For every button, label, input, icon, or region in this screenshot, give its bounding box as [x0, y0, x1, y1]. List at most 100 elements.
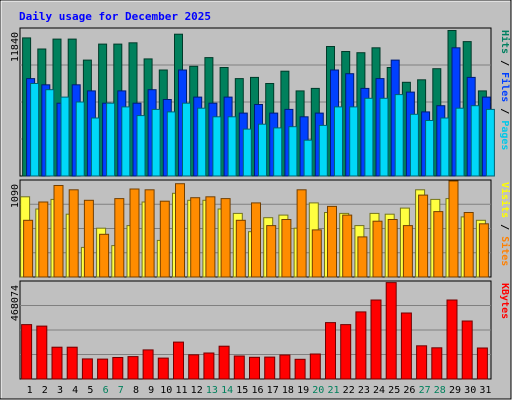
- y-max-label-visits-sites: 1090: [10, 184, 21, 208]
- panel-hits-files-pages: 11840 Hits / Files / Pages: [10, 27, 511, 177]
- x-tick-label-day-7: 7: [118, 385, 124, 396]
- legend-part: Hits: [499, 30, 511, 54]
- bar-kbytes-day-22: [340, 324, 352, 380]
- bar-pages-day-26: [409, 113, 419, 177]
- bar-pages-day-14: [227, 116, 237, 177]
- bar-kbytes-day-27: [416, 345, 428, 380]
- bar-pages-day-31: [485, 108, 495, 177]
- bar-sites-day-29: [448, 180, 459, 278]
- bar-kbytes-day-14: [218, 345, 230, 380]
- bar-kbytes-day-20: [309, 353, 321, 380]
- bar-sites-day-3: [53, 185, 64, 278]
- bar-kbytes-day-21: [325, 322, 336, 380]
- bar-sites-day-26: [402, 225, 413, 278]
- x-tick-label-day-3: 3: [57, 385, 63, 396]
- legend-part: /: [499, 102, 510, 120]
- bar-pages-day-24: [379, 97, 389, 177]
- bar-sites-day-13: [205, 196, 216, 278]
- bar-pages-day-27: [425, 120, 435, 177]
- bar-kbytes-day-26: [400, 312, 412, 380]
- x-tick-label-day-14: 14: [221, 385, 233, 396]
- bar-kbytes-day-1: [21, 324, 33, 380]
- series-sites: [23, 180, 489, 278]
- bar-kbytes-day-17: [264, 356, 276, 380]
- bar-pages-day-23: [364, 97, 374, 177]
- x-tick-label-day-20: 20: [312, 385, 324, 396]
- bar-sites-day-5: [83, 199, 94, 278]
- series-kbytes: [21, 282, 488, 380]
- legend-part: KBytes: [499, 283, 510, 319]
- y-max-label-hits-files-pages: 11840: [10, 32, 21, 62]
- bar-sites-day-20: [311, 229, 322, 278]
- bar-sites-day-10: [159, 200, 170, 278]
- bar-sites-day-14: [220, 198, 231, 278]
- x-tick-label-day-30: 30: [464, 385, 476, 396]
- x-axis: 1 2 3 4 5 6 7 8 9 10 11 12 13 14 15 16 17 18 19 20 21 22 23 24 2…: [27, 385, 492, 396]
- legend-part: Pages: [499, 120, 510, 150]
- bar-sites-day-15: [235, 219, 246, 278]
- bar-pages-day-22: [349, 106, 359, 177]
- x-tick-label-day-12: 12: [191, 385, 203, 396]
- bar-kbytes-day-18: [279, 354, 291, 380]
- legend-kbytes: KBytes: [499, 283, 510, 319]
- bar-kbytes-day-16: [249, 356, 260, 380]
- bar-kbytes-day-5: [81, 358, 93, 380]
- bar-sites-day-28: [433, 211, 444, 278]
- panel-visits-sites: 1090 Visits / Sites: [10, 179, 511, 278]
- bar-kbytes-day-31: [476, 347, 488, 380]
- bar-pages-day-15: [242, 128, 252, 177]
- bar-pages-day-13: [212, 116, 222, 177]
- x-tick-label-day-5: 5: [87, 385, 93, 396]
- bar-sites-day-16: [251, 202, 261, 278]
- bar-kbytes-day-19: [294, 358, 306, 380]
- x-tick-label-day-17: 17: [267, 385, 279, 396]
- series-pages: [30, 83, 495, 177]
- x-tick-label-day-24: 24: [373, 385, 385, 396]
- bar-sites-day-9: [144, 189, 155, 278]
- bar-sites-day-7: [114, 198, 125, 278]
- bar-sites-day-18: [281, 219, 292, 278]
- bar-pages-day-5: [90, 117, 100, 177]
- bar-kbytes-day-11: [173, 341, 184, 380]
- bar-pages-day-30: [470, 105, 480, 177]
- bar-pages-day-8: [136, 115, 146, 177]
- x-tick-label-day-11: 11: [175, 385, 187, 396]
- bar-kbytes-day-15: [233, 355, 245, 380]
- bar-pages-day-10: [166, 111, 176, 177]
- x-tick-label-day-26: 26: [403, 385, 415, 396]
- x-tick-label-day-16: 16: [251, 385, 263, 396]
- bar-sites-day-23: [357, 236, 368, 278]
- x-tick-label-day-9: 9: [148, 385, 154, 396]
- y-max-label-kbytes: 468074: [10, 285, 21, 321]
- bar-sites-day-4: [68, 189, 79, 278]
- x-tick-label-day-1: 1: [27, 385, 33, 396]
- bar-sites-day-22: [342, 214, 353, 278]
- chart-title: Daily usage for December 2025: [19, 10, 211, 23]
- bar-sites-day-11: [175, 183, 185, 278]
- bar-sites-day-1: [23, 219, 34, 278]
- bar-kbytes-day-3: [51, 346, 63, 380]
- bar-pages-day-11: [182, 102, 191, 177]
- bar-kbytes-day-25: [385, 282, 397, 380]
- bar-sites-day-24: [372, 220, 383, 278]
- bar-kbytes-day-23: [355, 311, 367, 380]
- bar-sites-day-25: [387, 219, 398, 278]
- x-tick-label-day-21: 21: [327, 385, 339, 396]
- bar-sites-day-27: [418, 194, 429, 278]
- legend-part: Visits: [499, 182, 511, 218]
- bar-pages-day-21: [334, 106, 343, 177]
- x-tick-label-day-27: 27: [419, 385, 431, 396]
- bar-pages-day-28: [440, 117, 450, 177]
- x-tick-label-day-28: 28: [434, 385, 446, 396]
- bar-pages-day-18: [288, 126, 298, 177]
- x-tick-label-day-10: 10: [160, 385, 172, 396]
- bar-kbytes-day-24: [370, 299, 382, 380]
- bar-kbytes-day-30: [461, 320, 473, 380]
- bar-kbytes-day-4: [66, 346, 78, 380]
- legend-hits-files-pages: Hits / Files / Pages: [499, 30, 511, 150]
- legend-part: Files: [499, 72, 511, 102]
- bar-pages-day-17: [273, 127, 283, 177]
- chart-panels: 11840 Hits / Files / Pages 1090 Visits / Si…: [10, 27, 511, 380]
- bar-kbytes-day-7: [112, 357, 124, 380]
